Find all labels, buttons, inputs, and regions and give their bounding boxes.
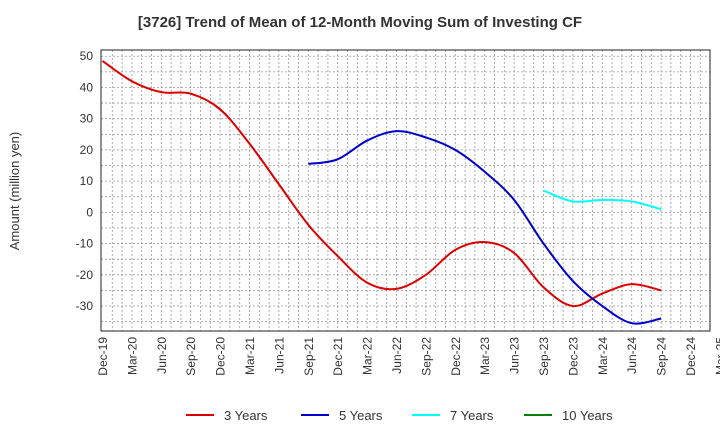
x-tick-label: Mar-22 — [361, 337, 375, 375]
y-tick-label: -20 — [76, 268, 94, 282]
x-tick-label: Mar-24 — [596, 337, 610, 375]
legend-label: 7 Years — [450, 408, 494, 423]
legend: 3 Years 5 Years 7 Years 10 Years — [186, 408, 613, 423]
y-tick-label: 20 — [80, 143, 94, 157]
y-tick-label: 10 — [80, 174, 94, 188]
x-tick-label: Dec-19 — [96, 337, 110, 376]
x-tick-label: Dec-20 — [214, 337, 228, 376]
series-lines — [101, 60, 662, 325]
grid — [101, 50, 710, 331]
y-tick-label: 50 — [80, 49, 94, 63]
y-tick-labels: 50 40 30 20 10 0 -10 -20 -30 — [76, 49, 94, 313]
x-tick-label: Jun-21 — [272, 337, 286, 374]
y-tick-label: 30 — [80, 112, 94, 126]
legend-label: 5 Years — [339, 408, 383, 423]
x-tick-label: Mar-25 — [713, 337, 720, 375]
x-tick-label: Dec-24 — [684, 337, 698, 376]
series-line-5-years — [308, 130, 662, 325]
legend-item-7-years: 7 Years — [412, 408, 494, 423]
series-line-7-years — [543, 189, 662, 211]
x-tick-label: Sep-20 — [184, 337, 198, 376]
x-tick-label: Jun-23 — [508, 337, 522, 374]
x-tick-label: Mar-23 — [478, 337, 492, 375]
x-tick-label: Sep-21 — [302, 337, 316, 376]
legend-item-3-years: 3 Years — [186, 408, 268, 423]
series-line-3-years — [101, 60, 662, 308]
plot-frame — [100, 49, 711, 332]
x-tick-label: Sep-24 — [655, 337, 669, 376]
y-axis-label: Amount (million yen) — [7, 132, 22, 251]
legend-item-5-years: 5 Years — [301, 408, 383, 423]
legend-label: 3 Years — [224, 408, 268, 423]
x-tick-labels: Dec-19 Mar-20 Jun-20 Sep-20 Dec-20 Mar-21 Jun-… — [96, 337, 720, 376]
chart-title: [3726] Trend of Mean of 12-Month Moving … — [138, 14, 582, 31]
x-tick-label: Dec-21 — [331, 337, 345, 376]
x-tick-label: Jun-24 — [625, 337, 639, 374]
x-tick-label: Sep-22 — [419, 337, 433, 376]
x-tick-label: Mar-21 — [243, 337, 257, 375]
legend-label: 10 Years — [562, 408, 613, 423]
x-tick-label: Dec-23 — [566, 337, 580, 376]
y-tick-label: 0 — [86, 205, 93, 219]
legend-item-10-years: 10 Years — [524, 408, 613, 423]
y-tick-label: -10 — [76, 237, 94, 251]
x-tick-label: Jun-22 — [390, 337, 404, 374]
y-tick-label: 40 — [80, 80, 94, 94]
x-tick-label: Mar-20 — [125, 337, 139, 375]
x-tick-label: Jun-20 — [155, 337, 169, 374]
x-tick-label: Dec-22 — [449, 337, 463, 376]
y-tick-label: -30 — [76, 299, 94, 313]
x-tick-label: Sep-23 — [537, 337, 551, 376]
